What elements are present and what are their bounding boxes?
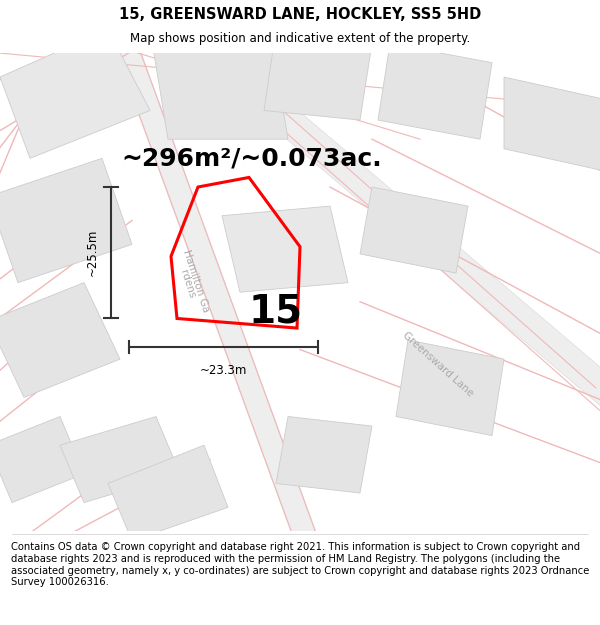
- Text: ~296m²/~0.073ac.: ~296m²/~0.073ac.: [122, 146, 382, 170]
- Polygon shape: [0, 282, 120, 398]
- Polygon shape: [168, 20, 600, 421]
- Text: 15, GREENSWARD LANE, HOCKLEY, SS5 5HD: 15, GREENSWARD LANE, HOCKLEY, SS5 5HD: [119, 8, 481, 22]
- Text: Hamilton Ga
rdens: Hamilton Ga rdens: [173, 249, 211, 316]
- Text: Contains OS data © Crown copyright and database right 2021. This information is : Contains OS data © Crown copyright and d…: [11, 542, 589, 588]
- Text: Map shows position and indicative extent of the property.: Map shows position and indicative extent…: [130, 32, 470, 45]
- Polygon shape: [150, 29, 288, 139]
- Polygon shape: [60, 416, 180, 502]
- Polygon shape: [0, 416, 84, 502]
- Polygon shape: [276, 416, 372, 493]
- Polygon shape: [378, 44, 492, 139]
- Polygon shape: [396, 340, 504, 436]
- Polygon shape: [222, 206, 348, 292]
- Polygon shape: [264, 29, 372, 120]
- Text: Greensward Lane: Greensward Lane: [401, 329, 475, 398]
- Text: 15: 15: [249, 292, 303, 330]
- Polygon shape: [0, 29, 150, 158]
- Polygon shape: [109, 26, 323, 558]
- Polygon shape: [504, 77, 600, 172]
- Polygon shape: [0, 158, 132, 282]
- Text: ~25.5m: ~25.5m: [85, 229, 98, 276]
- Polygon shape: [360, 187, 468, 273]
- Polygon shape: [108, 445, 228, 541]
- Text: ~23.3m: ~23.3m: [200, 364, 247, 377]
